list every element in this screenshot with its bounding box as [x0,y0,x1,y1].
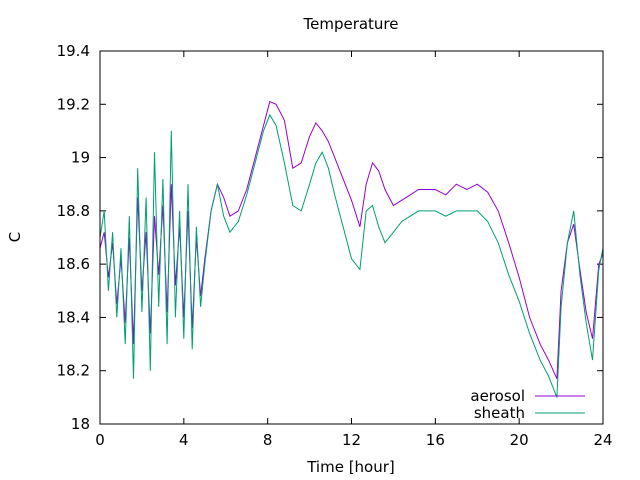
series-line-aerosol [99,100,604,379]
plot-frame [99,50,604,425]
y-tick-label: 19.4 [57,42,90,60]
y-tick-label: 18 [71,415,90,433]
series-line-sheath [99,113,604,398]
x-tick-label: 20 [510,431,529,449]
y-tick-label: 18.6 [57,255,90,273]
legend-label-aerosol: aerosol [470,387,525,405]
y-tick-label: 18.8 [57,202,90,220]
chart-title: Temperature [302,15,398,33]
x-tick-label: 16 [426,431,445,449]
x-tick-label: 0 [95,431,105,449]
axis-ticks: 0 4 8 12 16 20 24 18 18.2 18.4 18.6 18.8 19 19.2 19.4 [57,42,613,449]
y-tick-label: 19.2 [57,95,90,113]
y-axis-title: C [6,232,24,242]
legend-label-sheath: sheath [474,404,525,422]
x-tick-label: 4 [179,431,189,449]
x-axis-title: Time [hour] [306,458,395,476]
y-tick-label: 18.2 [57,362,90,380]
x-tick-label: 24 [593,431,612,449]
x-tick-label: 12 [342,431,361,449]
y-tick-label: 18.4 [57,308,90,326]
series-layer [99,100,604,398]
x-tick-label: 8 [263,431,273,449]
y-tick-label: 19 [71,149,90,167]
